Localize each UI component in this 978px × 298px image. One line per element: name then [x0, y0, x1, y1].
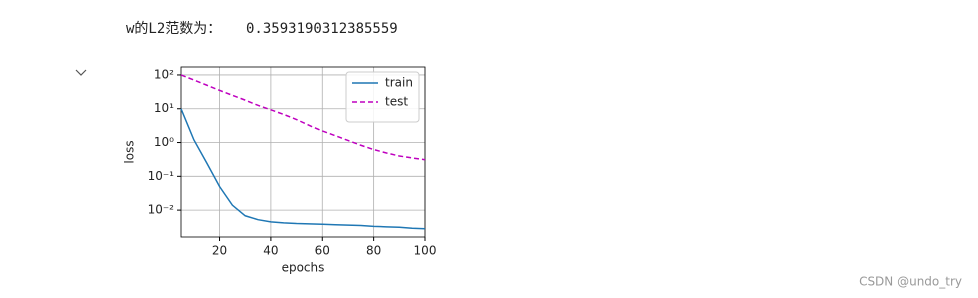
- series-line: [180, 108, 426, 230]
- y-tick-label: 10¹: [154, 101, 174, 115]
- y-tick-label: 10⁻¹: [148, 169, 175, 183]
- series-line: [180, 74, 426, 161]
- x-tick-label: 80: [366, 244, 381, 258]
- y-tick-label: 10⁻²: [148, 203, 175, 217]
- legend-label: test: [385, 95, 408, 109]
- output-value: 0.3593190312385559: [246, 21, 398, 37]
- x-tick-label: 100: [414, 244, 437, 258]
- legend-box: [345, 71, 420, 123]
- x-tick-label: 40: [263, 244, 278, 258]
- x-tick-label: 60: [315, 244, 330, 258]
- y-axis-label: loss: [123, 140, 137, 163]
- output-label: w的L2范数为：: [126, 20, 221, 37]
- collapse-chevron[interactable]: [75, 69, 87, 76]
- legend-label: train: [385, 76, 413, 90]
- y-tick-label: 10²: [154, 67, 174, 81]
- x-tick-label: 20: [212, 244, 227, 258]
- plot-frame: [180, 66, 426, 238]
- x-axis-label: epochs: [282, 261, 325, 275]
- watermark: CSDN @undo_try: [859, 275, 962, 289]
- chart: 20 40 60 80 100 10⁻² 10⁻¹ 10⁰ 10¹ 10² epochs loss tr…: [123, 66, 437, 275]
- y-tick-label: 10⁰: [154, 135, 174, 149]
